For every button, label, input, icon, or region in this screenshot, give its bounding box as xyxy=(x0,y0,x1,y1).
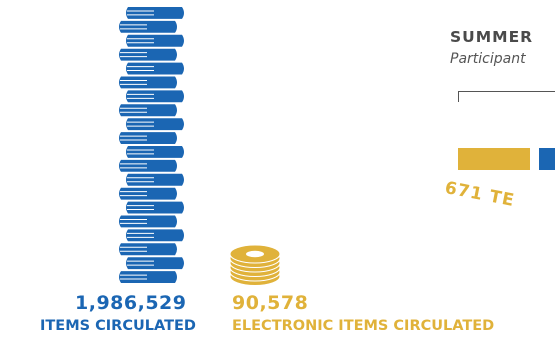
electronic-items-value: 90,578 xyxy=(232,292,309,314)
bracket-divider xyxy=(458,91,555,102)
electronic-items-label: ELECTRONIC ITEMS CIRCULATED xyxy=(232,318,495,334)
items-circulated-value: 1,986,529 xyxy=(75,292,187,314)
summer-subtitle: Participant xyxy=(450,51,526,67)
items-circulated-label: ITEMS CIRCULATED xyxy=(40,318,196,334)
summer-title: SUMMER xyxy=(450,28,534,46)
blue-bar xyxy=(539,148,555,170)
gold-bar xyxy=(458,148,530,170)
